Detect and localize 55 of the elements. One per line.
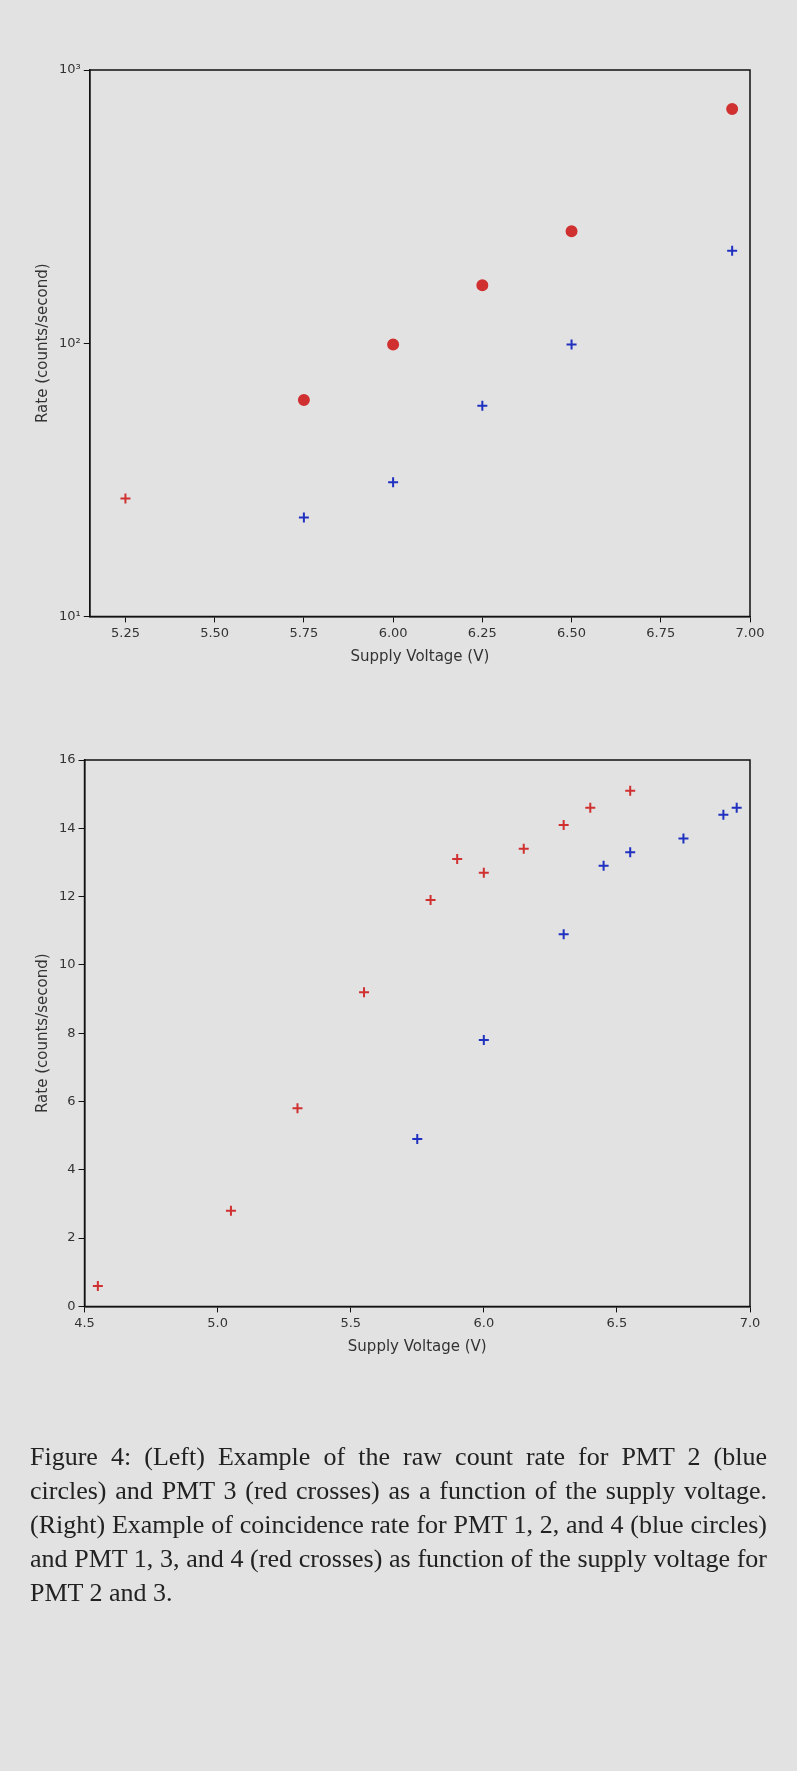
point: [677, 832, 690, 845]
x-tick-label: 5.0: [207, 1314, 228, 1330]
x-axis-title: Supply Voltage (V): [347, 1336, 487, 1355]
x-tick-label: 7.0: [739, 1314, 761, 1330]
point: [119, 492, 132, 505]
point: [297, 393, 310, 406]
y-tick-label: 10: [59, 956, 76, 972]
y-tick-label: 0: [67, 1297, 76, 1313]
y-axis-title: Rate (counts/second): [32, 953, 51, 1113]
point: [387, 476, 400, 489]
point: [597, 859, 610, 872]
caption: Figure 4: (Left) Example of the raw count rate for PMT 2 (blue circles) and PMT 3 (red crosses) as a function of the supply voltage. (Right) Example of coincidence rate for PMT 1, 2, and 4 (blue circles) and PMT 1, 3, and 4 (red crosses) as function of the supply voltage for PMT 2 and 3.: [30, 1441, 767, 1609]
x-tick-label: 6.5: [606, 1314, 628, 1330]
x-tick-label: 5.25: [110, 624, 140, 640]
point: [476, 279, 489, 292]
point: [291, 1102, 304, 1115]
point: [517, 842, 530, 855]
y-tick-label: 10³: [58, 61, 81, 77]
point: [358, 986, 371, 999]
point: [726, 102, 739, 115]
x-tick-label: 6.50: [557, 624, 587, 640]
y-tick-label: 16: [59, 751, 76, 767]
point: [387, 338, 400, 351]
y-tick-label: 4: [67, 1161, 76, 1177]
x-tick-label: 5.75: [289, 624, 319, 640]
x-tick-label: 7.00: [735, 624, 765, 640]
x-tick-label: 6.75: [646, 624, 676, 640]
x-tick-label: 6.00: [378, 624, 408, 640]
x-tick-label: 4.5: [74, 1314, 95, 1330]
point: [565, 225, 578, 238]
x-axis-title: Supply Voltage (V): [350, 646, 490, 665]
y-tick-label: 12: [59, 887, 76, 903]
point: [297, 511, 310, 524]
y-tick-label: 10¹: [58, 607, 81, 623]
y-tick-label: 8: [67, 1024, 76, 1040]
point: [557, 928, 570, 941]
y-axis-title: Rate (counts/second): [32, 263, 51, 423]
point: [584, 801, 597, 814]
x-tick-label: 5.5: [340, 1314, 362, 1330]
point: [726, 244, 739, 257]
y-tick-label: 6: [67, 1092, 76, 1108]
point: [477, 866, 490, 879]
point: [624, 846, 637, 859]
point: [476, 399, 489, 412]
x-tick-label: 6.0: [473, 1314, 495, 1330]
point: [224, 1204, 237, 1217]
y-tick-label: 14: [59, 819, 76, 835]
y-tick-label: 10²: [58, 334, 81, 350]
point: [565, 338, 578, 351]
point: [717, 808, 730, 821]
y-tick-label: 2: [67, 1229, 76, 1245]
x-tick-label: 6.25: [467, 624, 497, 640]
x-tick-label: 5.50: [200, 624, 230, 640]
point: [624, 784, 637, 797]
point: [730, 801, 743, 814]
